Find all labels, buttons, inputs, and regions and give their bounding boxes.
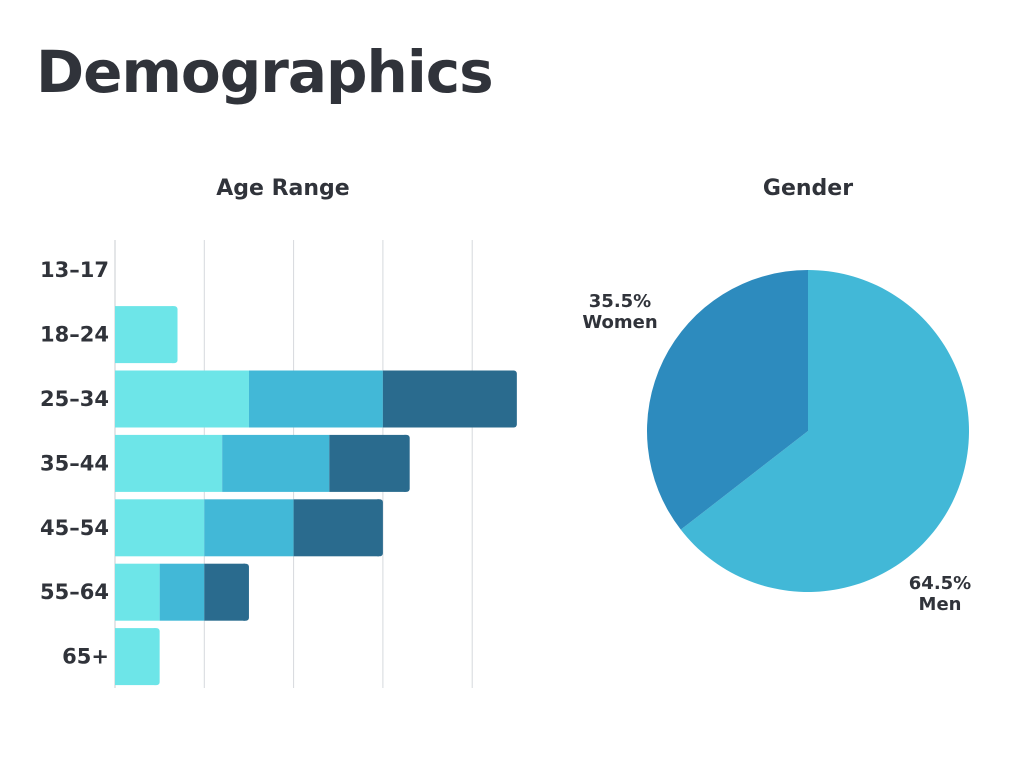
- bar-segment: [160, 564, 205, 621]
- age-tick-label: 65+: [62, 645, 109, 669]
- bar-segment: [294, 499, 379, 556]
- bar-segment: [204, 564, 245, 621]
- age-range-chart: 13–17 18–24 25–34 35–44 45–54 55–64 65+: [40, 240, 517, 688]
- bar-segment: [222, 435, 329, 492]
- bar-segment: [204, 499, 293, 556]
- pie-label-name: Men: [919, 594, 962, 615]
- bar-segment: [115, 499, 204, 556]
- pie-slices: [647, 270, 969, 592]
- bar-segment: [115, 371, 249, 428]
- age-tick-label: 18–24: [40, 323, 109, 347]
- pie-label-name: Women: [582, 312, 657, 333]
- age-bars: [115, 306, 517, 685]
- age-tick-label: 55–64: [40, 580, 109, 604]
- age-tick-label: 45–54: [40, 516, 109, 540]
- age-tick-labels: 13–17 18–24 25–34 35–44 45–54 55–64 65+: [40, 258, 109, 668]
- bar-segment: [249, 371, 383, 428]
- pie-label-value: 35.5%: [589, 291, 651, 312]
- pie-label-value: 64.5%: [909, 573, 971, 594]
- bar-segment: [115, 564, 160, 621]
- charts-canvas: 13–17 18–24 25–34 35–44 45–54 55–64 65+ 64.5%M…: [0, 0, 1024, 768]
- bar-segment: [115, 628, 156, 685]
- age-tick-label: 25–34: [40, 387, 109, 411]
- age-tick-label: 35–44: [40, 451, 109, 475]
- age-tick-label: 13–17: [40, 258, 109, 282]
- bar-segment: [115, 435, 222, 492]
- bar-segment: [383, 371, 513, 428]
- gender-pie-chart: 64.5%Men 35.5%Women: [582, 270, 971, 615]
- bar-segment: [329, 435, 405, 492]
- bar-segment: [115, 306, 174, 363]
